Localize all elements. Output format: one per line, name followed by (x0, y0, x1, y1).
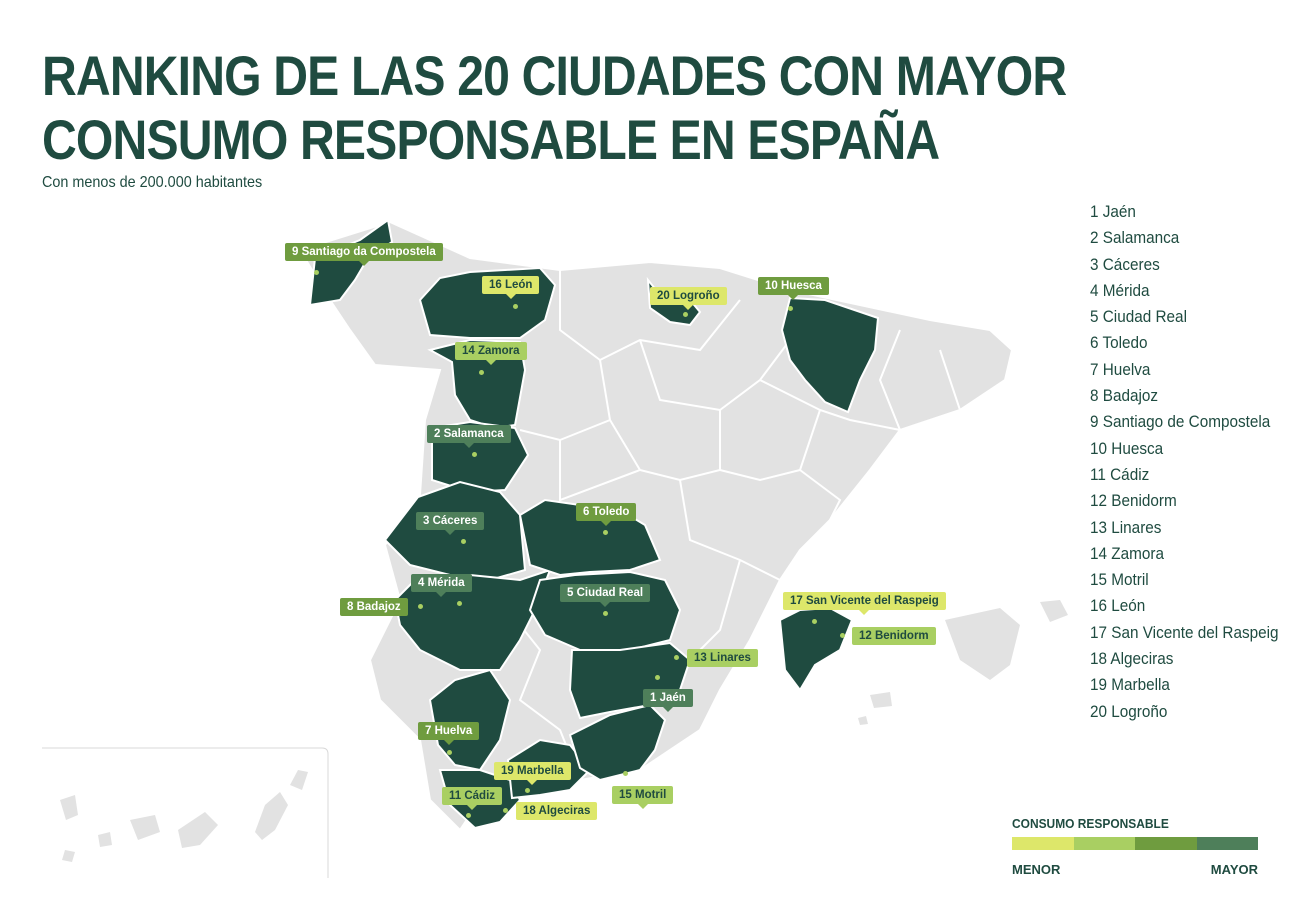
ranking-item: 2 Salamanca (1090, 228, 1180, 248)
ranking-item: 1 Jaén (1090, 202, 1136, 221)
ranking-item: 17 San Vicente del Raspeig (1090, 622, 1279, 642)
ranking-item: 19 Marbella (1090, 675, 1170, 695)
ranking-item: 5 Ciudad Real (1090, 307, 1187, 327)
ranking-item: 14 Zamora (1090, 543, 1164, 563)
city-label-caceres: 3 Cáceres (416, 512, 485, 535)
city-dot-huelva (446, 749, 452, 755)
ranking-item: 18 Algeciras (1090, 649, 1174, 669)
ranking-item: 7 Huelva (1090, 359, 1151, 379)
legend-swatch-4 (1196, 837, 1258, 850)
city-label-motril: 15 Motril (612, 786, 674, 809)
ranking-item: 12 Benidorm (1090, 491, 1177, 511)
city-label-ciudad-real: 5 Ciudad Real (560, 584, 651, 607)
city-label-algeciras: 18 Algeciras (516, 802, 598, 820)
city-dot-caceres (460, 538, 466, 544)
ranking-item: 4 Mérida (1090, 280, 1150, 300)
city-label-toledo: 6 Toledo (576, 503, 637, 526)
legend-swatch-3 (1135, 837, 1197, 850)
city-label-jaen: 1 Jaén (643, 689, 693, 712)
city-dot-marbella (524, 787, 530, 793)
legend-max-label: MAYOR (1210, 862, 1258, 877)
ranking-item: 6 Toledo (1090, 333, 1148, 353)
city-label-cadiz: 11 Cádiz (442, 787, 503, 810)
legend-min-label: MENOR (1012, 862, 1061, 877)
subtitle: Con menos de 200.000 habitantes (42, 174, 263, 191)
city-label-benidorm: 12 Benidorm (852, 627, 936, 645)
ranking-item: 11 Cádiz (1090, 464, 1150, 484)
province-huelva (428, 668, 512, 772)
city-label-salamanca: 2 Salamanca (427, 425, 511, 448)
title-line-1: RANKING DE LAS 20 CIUDADES CON MAYOR (42, 44, 1067, 107)
city-dot-benidorm (839, 632, 845, 638)
title-line-2: CONSUMO RESPONSABLE EN ESPAÑA (42, 108, 940, 171)
city-dot-toledo (602, 529, 608, 535)
legend-swatch-1 (1012, 837, 1074, 850)
ranking-item: 20 Logroño (1090, 701, 1168, 721)
city-label-huesca: 10 Huesca (758, 277, 829, 300)
province-huesca (780, 296, 880, 414)
city-dot-huesca (787, 305, 793, 311)
city-dot-merida (456, 600, 462, 606)
city-label-badajoz: 8 Badajoz (340, 598, 408, 616)
city-dot-motril (622, 770, 628, 776)
ranking-item: 9 Santiago de Compostela (1090, 412, 1271, 432)
legend: CONSUMO RESPONSABLE MENOR MAYOR (1012, 816, 1258, 877)
city-label-santiago: 9 Santiago da Compostela (285, 243, 443, 266)
legend-title: CONSUMO RESPONSABLE (1012, 816, 1169, 831)
ranking-item: 16 León (1090, 596, 1146, 616)
city-label-huelva: 7 Huelva (418, 722, 480, 745)
legend-color-scale (1012, 837, 1258, 850)
city-label-leon: 16 León (482, 276, 540, 299)
legend-swatch-2 (1073, 837, 1135, 850)
ranking-item: 8 Badajoz (1090, 386, 1159, 406)
city-label-zamora: 14 Zamora (455, 342, 527, 365)
city-dot-zamora (478, 369, 484, 375)
ranking-item: 13 Linares (1090, 517, 1162, 537)
page-title: RANKING DE LAS 20 CIUDADES CON MAYOR CON… (42, 44, 1067, 172)
city-label-logrono: 20 Logroño (650, 287, 727, 310)
city-dot-ciudad-real (602, 610, 608, 616)
ranking-item: 15 Motril (1090, 570, 1149, 590)
ranking-item: 3 Cáceres (1090, 254, 1160, 274)
city-dot-san-vicente (811, 618, 817, 624)
city-dot-salamanca (471, 451, 477, 457)
city-label-linares: 13 Linares (687, 649, 758, 667)
city-label-merida: 4 Mérida (411, 574, 472, 597)
portugal-gap (300, 300, 440, 700)
ranking-item: 10 Huesca (1090, 438, 1164, 458)
city-dot-badajoz (417, 603, 423, 609)
city-dot-algeciras (502, 807, 508, 813)
city-label-san-vicente: 17 San Vicente del Raspeig (783, 592, 946, 615)
city-dot-jaen (654, 674, 660, 680)
city-label-marbella: 19 Marbella (494, 762, 571, 785)
city-dot-cadiz (465, 812, 471, 818)
ranking-list: 1 Jaén 2 Salamanca 3 Cáceres 4 Mérida 5 … (1090, 199, 1300, 725)
balearic-islands (858, 600, 1068, 725)
city-dot-linares (673, 654, 679, 660)
province-granada (568, 703, 667, 782)
canary-islands-inset (42, 747, 329, 878)
city-dot-santiago (313, 269, 319, 275)
city-dot-logrono (682, 311, 688, 317)
province-borders (499, 270, 961, 781)
city-dot-leon (512, 303, 518, 309)
